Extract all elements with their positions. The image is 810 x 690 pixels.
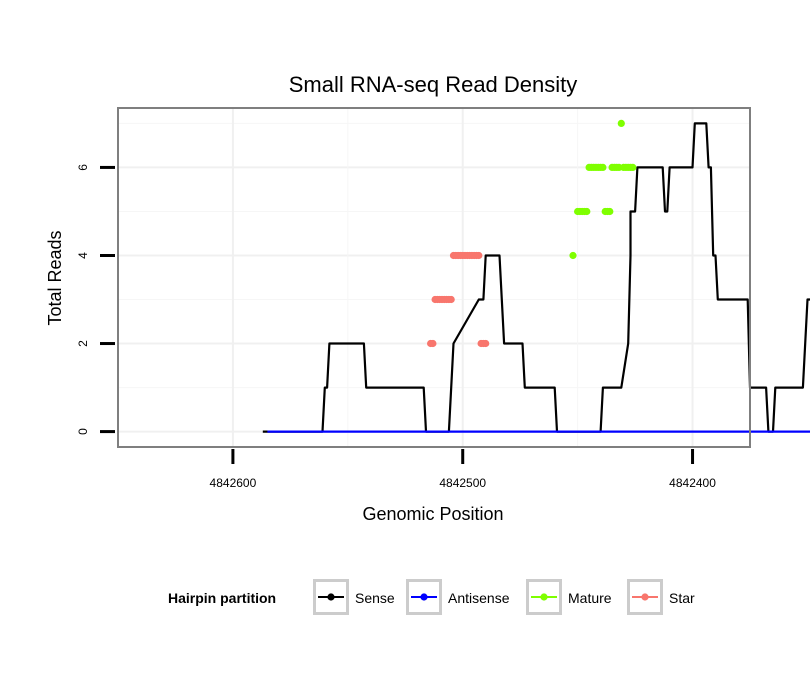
series-line-sense (262, 122, 810, 433)
data-point-star (429, 339, 437, 348)
legend-key-point (327, 593, 335, 601)
y-tick-label: 2 (76, 340, 90, 347)
legend-key-point (540, 593, 548, 601)
legend-item-sense: Sense (313, 579, 395, 615)
legend-key-point (420, 593, 428, 601)
legend-item-mature: Mature (526, 579, 612, 615)
x-tick-label: 4842500 (439, 476, 486, 490)
x-tick-label: 4842400 (669, 476, 716, 490)
data-point-mature (599, 163, 607, 171)
y-tick-label: 6 (76, 164, 90, 171)
data-point-mature (569, 251, 577, 260)
plot-border (117, 107, 751, 448)
legend-item-star: Star (627, 579, 695, 615)
data-point-mature (617, 119, 625, 127)
legend-items: Sense Antisense Mature Star (313, 579, 695, 615)
series-points-star (427, 251, 490, 348)
plot-panel (117, 107, 810, 448)
x-axis: 4842600 4842500 4842400 (210, 449, 716, 490)
legend-label: Star (669, 590, 695, 606)
y-tick-label: 0 (76, 428, 90, 435)
legend-label: Sense (355, 590, 395, 606)
legend-title: Hairpin partition (168, 590, 276, 606)
series-layer (262, 119, 810, 433)
x-tick-label: 4842600 (210, 476, 257, 490)
legend-label: Antisense (448, 590, 510, 606)
legend-key-point (641, 593, 649, 601)
data-point-mature (583, 207, 591, 216)
y-axis-title: Total Reads (45, 230, 65, 325)
data-point-mature (629, 163, 637, 171)
x-axis-title: Genomic Position (362, 504, 503, 524)
legend: Hairpin partition Sense Antisense Mature St… (168, 579, 695, 615)
series-points-mature (569, 119, 637, 260)
plot-background (118, 108, 750, 447)
legend-label: Mature (568, 590, 612, 606)
chart-title: Small RNA-seq Read Density (289, 72, 578, 97)
y-tick-label: 4 (76, 252, 90, 259)
data-point-mature (606, 207, 614, 216)
data-point-star (475, 251, 483, 260)
data-point-star (482, 339, 490, 348)
legend-item-antisense: Antisense (406, 579, 510, 615)
y-axis: 0 2 4 6 (76, 164, 115, 435)
data-point-star (447, 295, 455, 304)
